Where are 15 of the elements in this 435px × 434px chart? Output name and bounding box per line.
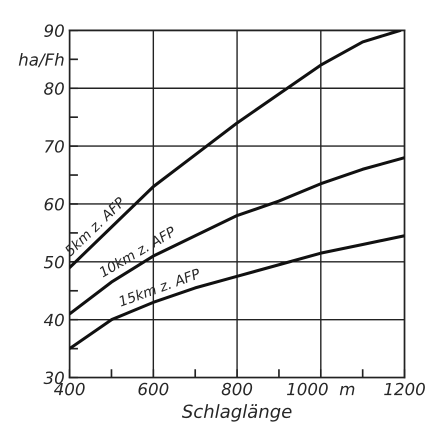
x-tick-label: 1200 bbox=[384, 382, 425, 396]
y-tick-label: 80 bbox=[44, 82, 64, 95]
x-tick-label: 400 bbox=[54, 382, 85, 396]
y-tick-label: 50 bbox=[44, 256, 64, 268]
y-tick-label: 90 bbox=[44, 24, 64, 37]
x-tick-label: 1000 m bbox=[287, 382, 354, 396]
x-tick-label: 800 bbox=[222, 382, 252, 396]
annotation: 15km z. AFP bbox=[118, 268, 202, 307]
x-tick-label: 600 bbox=[138, 382, 168, 396]
y-tick-label: ha/Fh bbox=[18, 52, 64, 68]
x-axis-title: Schlaglänge bbox=[182, 404, 292, 422]
y-tick-label: 40 bbox=[44, 314, 64, 326]
y-tick-label: 70 bbox=[45, 140, 64, 153]
y-tick-label: 60 bbox=[44, 198, 64, 211]
y-tick-label: 30 bbox=[44, 372, 64, 384]
